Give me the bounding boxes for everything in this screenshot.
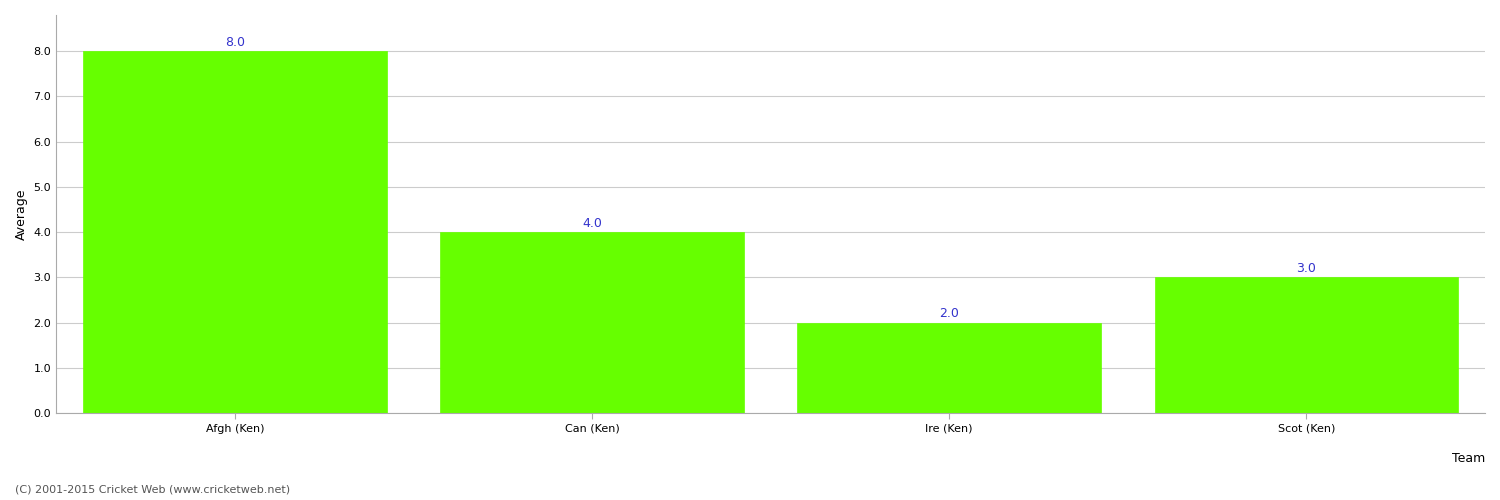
Text: 4.0: 4.0	[582, 217, 602, 230]
Bar	[440, 232, 744, 413]
Bar	[798, 322, 1101, 413]
Text: (C) 2001-2015 Cricket Web (www.cricketweb.net): (C) 2001-2015 Cricket Web (www.cricketwe…	[15, 485, 290, 495]
Bar	[82, 51, 387, 413]
Text: 3.0: 3.0	[1296, 262, 1317, 275]
Bar	[1155, 278, 1458, 413]
Text: 2.0: 2.0	[939, 308, 958, 320]
Y-axis label: Average: Average	[15, 188, 28, 240]
Text: 8.0: 8.0	[225, 36, 245, 49]
Text: Team: Team	[1452, 452, 1485, 465]
